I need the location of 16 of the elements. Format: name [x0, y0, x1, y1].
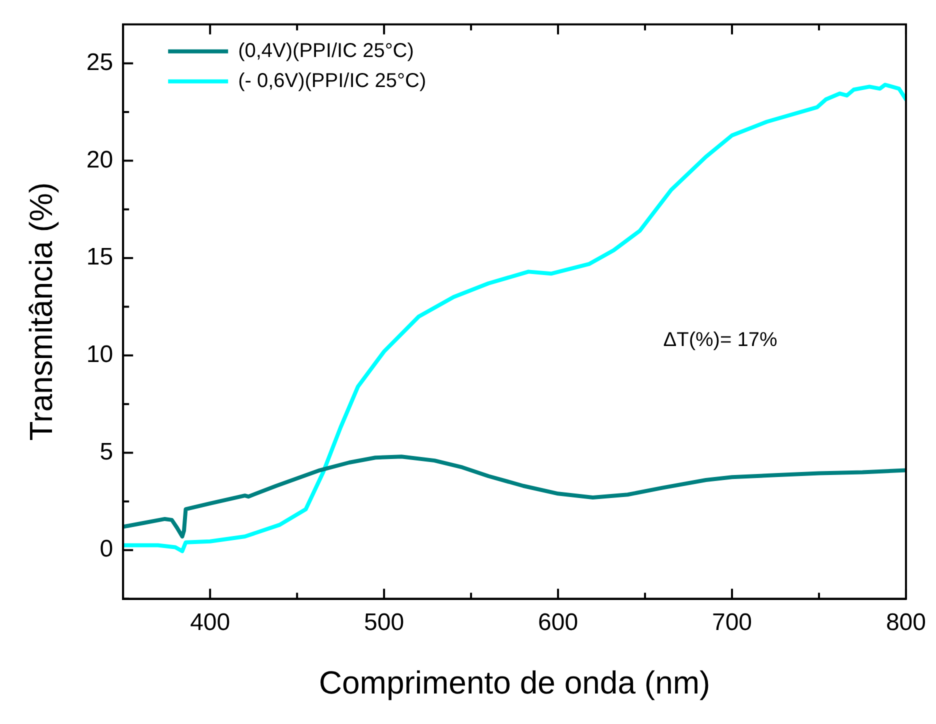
legend-label: (0,4V)(PPI/IC 25°C) [238, 40, 414, 62]
x-tick-label: 800 [886, 608, 926, 636]
y-tick-label: 20 [86, 146, 114, 174]
x-tick-label: 500 [364, 608, 404, 636]
x-tick-label: 400 [190, 608, 230, 636]
y-axis-title: Transmitância (%) [23, 182, 60, 441]
annotation: ΔT(%)= 17% [663, 328, 778, 351]
y-tick-label: 25 [86, 48, 114, 76]
y-tick-label: 0 [100, 536, 114, 563]
y-tick-label: 15 [86, 244, 114, 271]
y-tick-label: 10 [86, 341, 114, 368]
x-tick-label: 600 [538, 608, 578, 636]
x-axis-title: Comprimento de onda (nm) [318, 664, 710, 701]
legend-label: (- 0,6V)(PPI/IC 25°C) [238, 70, 426, 92]
y-tick-label: 5 [100, 438, 114, 466]
x-tick-label: 700 [712, 608, 752, 636]
